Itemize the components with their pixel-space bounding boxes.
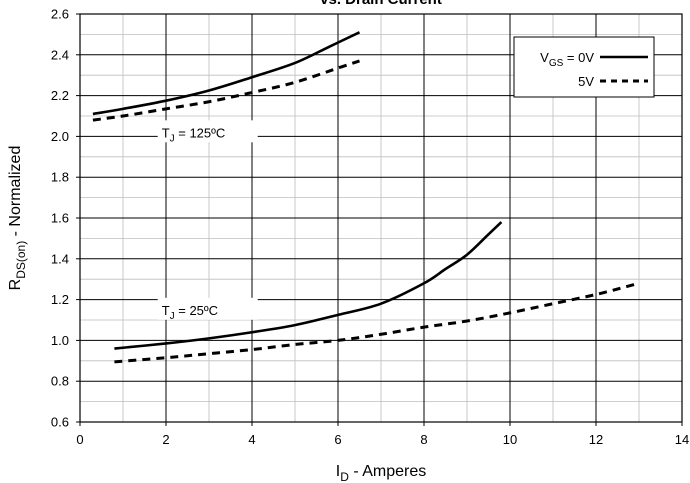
series-line-2	[92, 59, 360, 122]
y-axis-label-sub: DS(on)	[14, 241, 28, 279]
y-tick-label: 2.4	[51, 47, 69, 62]
annotations: TJ = 125ºC TJ = 25ºC	[157, 120, 258, 322]
x-tick-label: 8	[420, 432, 427, 447]
y-axis-label-rest: - Normalized	[7, 146, 24, 241]
y-tick-label: 0.8	[51, 374, 69, 389]
annotation-background	[157, 297, 258, 320]
y-axis-label: RDS(on) - Normalized	[7, 146, 28, 291]
series-lines	[92, 31, 640, 364]
chart-title: vs. Drain Current	[320, 0, 442, 8]
y-tick-label: 1.6	[51, 211, 69, 226]
x-tick-label: 6	[334, 432, 341, 447]
series-line-3	[114, 221, 503, 350]
axis-ticks: 0 2 4 6 8 10 12 14 0.6 0.8 1.0 1.2 1.4 1.6 1.8 2.0 2.2 2.…	[51, 7, 689, 448]
series-line-4	[114, 281, 640, 364]
x-tick-label: 14	[675, 432, 689, 447]
y-tick-label: 2.6	[51, 7, 69, 22]
annotation-background	[157, 120, 258, 143]
y-tick-label: 1.4	[51, 251, 69, 266]
y-axis-label-main: R	[7, 279, 24, 291]
x-tick-label: 2	[162, 432, 169, 447]
y-tick-label: 0.6	[51, 415, 69, 430]
legend-label: 5V	[578, 74, 594, 89]
x-tick-label: 0	[76, 432, 83, 447]
series-line-1	[92, 31, 361, 116]
y-tick-label: 1.8	[51, 170, 69, 185]
x-axis-label-main: I	[336, 463, 340, 480]
x-tick-label: 4	[248, 432, 255, 447]
y-tick-label: 1.2	[51, 292, 69, 307]
legend: VGS = 0V 5V	[513, 36, 655, 98]
x-tick-label: 10	[503, 432, 517, 447]
x-axis-label: ID - Amperes	[336, 463, 426, 483]
x-axis-label-sub: D	[340, 470, 349, 483]
y-tick-label: 2.0	[51, 129, 69, 144]
annotation-label: TJ = 125ºC	[162, 125, 226, 144]
legend-box	[513, 36, 655, 98]
y-tick-label: 2.2	[51, 88, 69, 103]
annotation-label: TJ = 25ºC	[162, 303, 218, 322]
x-axis-label-rest: - Amperes	[349, 463, 426, 480]
x-tick-label: 12	[589, 432, 603, 447]
legend-label: VGS = 0V	[540, 50, 594, 69]
y-tick-label: 1.0	[51, 333, 69, 348]
